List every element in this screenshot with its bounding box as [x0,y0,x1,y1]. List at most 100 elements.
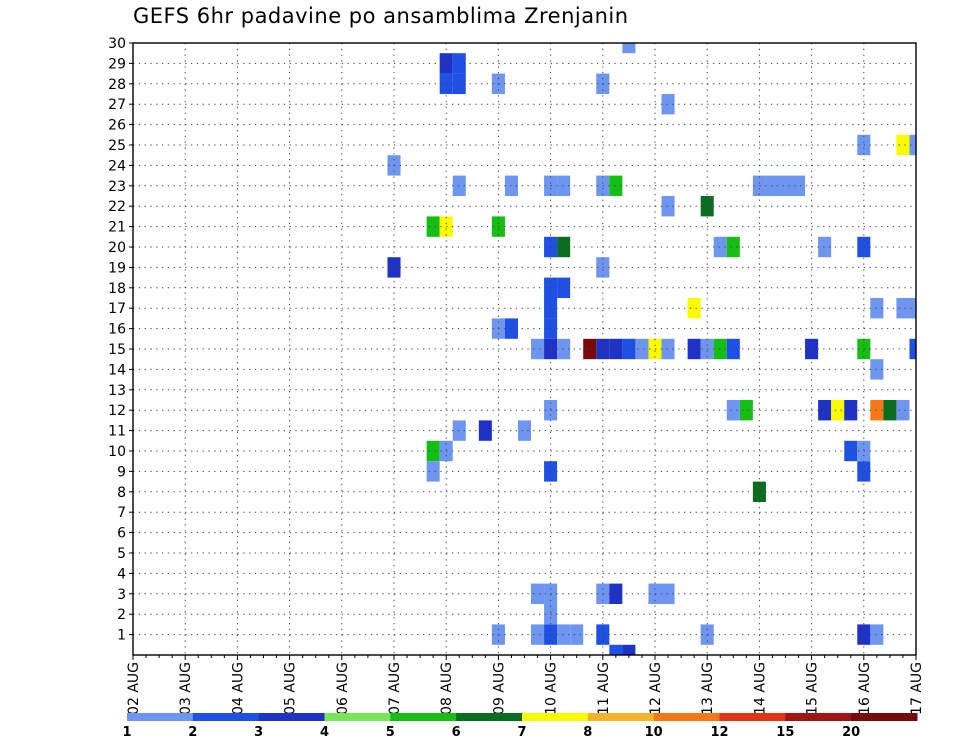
heatmap-cell [909,338,916,360]
colorbar-label: 10 [645,725,663,740]
plot-frame [132,42,917,656]
heatmap-cell [557,236,571,258]
heatmap-cell [478,420,492,441]
heatmap-cell [452,53,466,74]
x-tick-label: 11 AUG [596,662,612,715]
heatmap-cell [726,236,740,258]
heatmap-cell [661,338,675,360]
x-tick-label: 13 AUG [700,662,716,715]
x-tick-label: 12 AUG [648,662,664,715]
colorbar-segment [390,713,457,721]
data-cells [387,43,916,655]
colorbar-label: 7 [517,725,526,740]
colorbar-segment [587,713,655,721]
heatmap-cell [844,400,858,421]
y-tick-label: 20 [108,240,126,256]
heatmap-cell [452,73,466,94]
heatmap-cell [896,134,910,156]
y-tick-label: 7 [117,505,126,521]
x-axis: 02 AUG 03 AUG 04 AUG 05 AUG 06 AUG 07 AUG 08 A… [126,655,925,715]
y-tick-label: 30 [108,36,126,52]
y-tick-label: 18 [108,281,126,297]
colorbar-segment [851,713,918,721]
x-tick-label: 03 AUG [178,662,194,715]
heatmap-cell [661,94,675,115]
colorbar-label: 1 [122,725,131,740]
heatmap-cell [870,400,884,421]
heatmap-cell [896,400,910,421]
heatmap-cell [870,298,884,319]
x-tick-label: 14 AUG [752,662,768,715]
heatmap-cell [765,175,779,196]
colorbar-segment [324,713,391,721]
heatmap-cell [700,338,714,360]
y-tick-label: 23 [108,179,126,195]
colorbar-label: 20 [842,725,860,740]
colorbar-segment [522,713,589,721]
colorbar-segment [127,713,194,721]
heatmap-cell [726,338,740,360]
heatmap-cell [778,175,793,196]
colorbar-label: 6 [452,725,461,740]
colorbar-label: 12 [710,725,728,740]
heatmap-cell [531,583,545,604]
y-tick-label: 19 [108,260,126,276]
y-tick-label: 16 [108,322,126,338]
heatmap-cell [818,236,832,258]
y-axis: 1234567891011121314151617181920212223242… [108,36,133,644]
y-tick-label: 26 [108,118,126,134]
y-tick-label: 12 [108,403,126,419]
heatmap-cell [557,175,571,196]
x-tick-label: 04 AUG [230,662,246,715]
heatmap-cell [909,298,916,319]
y-tick-label: 4 [117,566,126,582]
x-tick-label: 05 AUG [283,662,299,715]
colorbar-segment [719,713,786,721]
x-tick-label: 06 AUG [335,662,351,715]
heatmap-cell [609,644,623,655]
y-tick-label: 15 [108,342,126,358]
heatmap-cell [426,461,440,482]
y-tick-label: 13 [108,383,126,399]
x-tick-label: 09 AUG [491,662,507,715]
heatmap-cell [661,583,675,604]
heatmap-cell [622,338,636,360]
y-tick-label: 25 [108,138,126,154]
heatmap-cell [687,338,701,360]
heatmap-cell [661,196,675,217]
heatmap-cell [844,440,858,462]
y-tick-label: 5 [117,546,126,562]
heatmap-cell [452,420,466,441]
y-tick-label: 8 [117,485,126,501]
colorbar-label: 4 [320,725,329,740]
heatmap-cell [439,53,453,74]
heatmap-cell [713,338,727,360]
x-tick-label: 02 AUG [126,662,142,715]
heatmap-cell [883,400,897,421]
y-tick-label: 29 [108,56,126,72]
heatmap-cell [792,175,806,196]
chart-title: GEFS 6hr padavine po ansamblima Zrenjani… [133,4,629,28]
heatmap-cell [622,644,636,655]
heatmap-cell [583,338,597,360]
colorbar-segment [653,713,720,721]
y-tick-label: 28 [108,77,126,93]
heatmap-cell [531,338,545,360]
heatmap-cell [609,338,623,360]
x-tick-label: 10 AUG [544,662,560,715]
heatmap-cell [504,318,518,339]
y-tick-label: 6 [117,526,126,542]
heatmap-cell [439,216,453,237]
heatmap-cell [726,400,740,421]
heatmap-cell [557,277,571,298]
heatmap-cell [831,400,845,421]
heatmap-cell [531,624,545,645]
y-tick-label: 17 [108,301,126,317]
heatmap-cell [609,175,623,196]
heatmap-cell [557,624,571,645]
x-tick-label: 17 AUG [909,662,925,715]
y-tick-label: 3 [117,587,126,603]
heatmap-cell [504,175,518,196]
heatmap-cell [635,338,649,360]
